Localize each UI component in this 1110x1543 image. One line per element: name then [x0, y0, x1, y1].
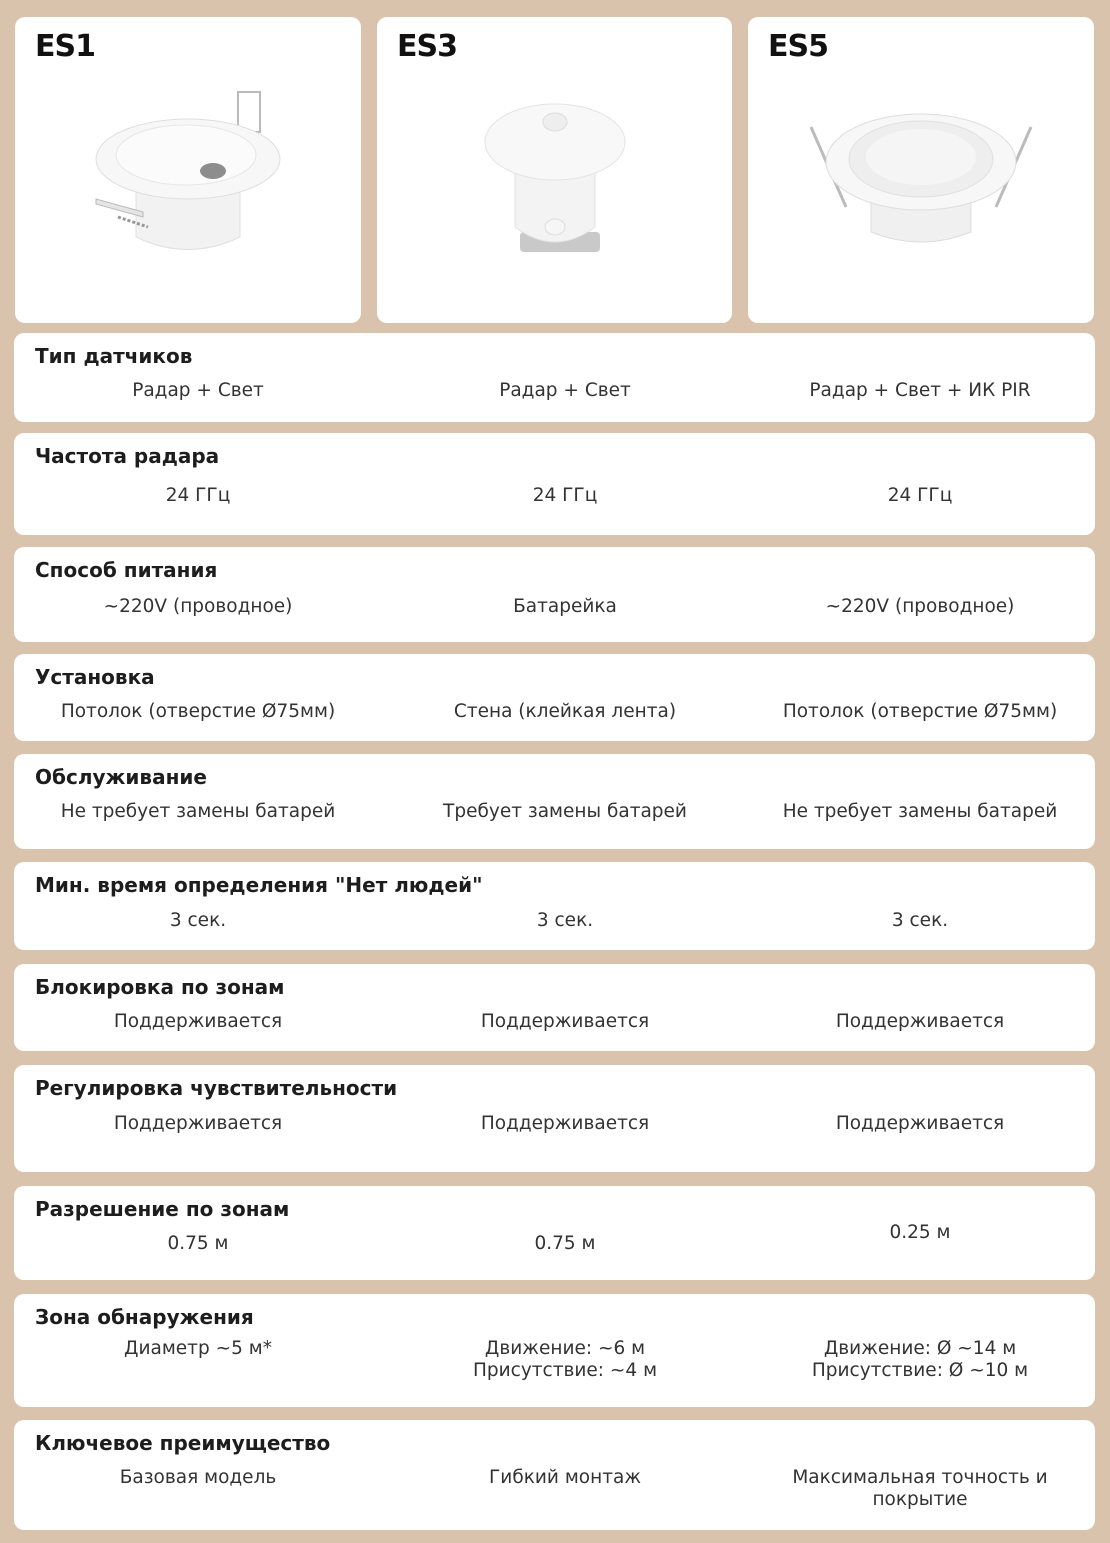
spec-value-es1: 24 ГГц [165, 485, 231, 506]
spec-row: Способ питания ~220V (проводное) Батарейка… [14, 547, 1095, 642]
spec-title: Обслуживание [35, 765, 207, 789]
product-name: ES5 [768, 29, 829, 64]
spec-value-es1: ~220V (проводное) [103, 596, 293, 617]
product-card-es5: ES5 [748, 17, 1094, 323]
spec-row: Разрешение по зонам 0.75 м 0.75 м 0.25 м [14, 1186, 1095, 1280]
spec-value-es5: Поддерживается [835, 1011, 1005, 1032]
product-card-es1: ES1 [15, 17, 361, 323]
spec-value-es5: Движение: Ø ~14 м Присутствие: Ø ~10 м [811, 1338, 1029, 1381]
spec-row: Мин. время определения "Нет людей" 3 сек.… [14, 862, 1095, 950]
spec-title: Зона обнаружения [35, 1305, 254, 1329]
product-card-es3: ES3 [377, 17, 732, 323]
spec-value-es3: Поддерживается [480, 1113, 650, 1134]
es5-sensor-image [809, 113, 1033, 243]
spec-row: Тип датчиков Радар + Свет Радар + Свет Рада… [14, 333, 1095, 422]
spec-value-es1: 0.75 м [167, 1233, 229, 1254]
spec-title: Тип датчиков [35, 344, 193, 368]
spec-value-es5: Радар + Свет + ИК PIR [809, 380, 1031, 401]
spec-value-es3: 0.75 м [534, 1233, 596, 1254]
es3-sensor-image [484, 103, 625, 252]
spec-title: Блокировка по зонам [35, 975, 285, 999]
es1-sensor-image [95, 91, 281, 250]
spec-title: Установка [35, 665, 155, 689]
spec-value-es5: Потолок (отверстие Ø75мм) [782, 701, 1058, 722]
product-name: ES3 [397, 29, 458, 64]
spec-value-es3: 3 сек. [536, 910, 594, 931]
spec-value-es3: Поддерживается [480, 1011, 650, 1032]
spec-value-es1: Радар + Свет [132, 380, 264, 401]
spec-value-es3: Радар + Свет [499, 380, 631, 401]
spec-value-es1: Базовая модель [119, 1467, 277, 1488]
spec-row: Обслуживание Не требует замены батарей Тре… [14, 754, 1095, 849]
spec-row: Установка Потолок (отверстие Ø75мм) Стена … [14, 654, 1095, 741]
spec-title: Ключевое преимущество [35, 1431, 331, 1455]
spec-value-es1: Диаметр ~5 м* [124, 1338, 272, 1359]
spec-title: Регулировка чувствительности [35, 1076, 398, 1100]
spec-title: Способ питания [35, 558, 218, 582]
spec-value-es3: Гибкий монтаж [489, 1467, 641, 1488]
product-name: ES1 [35, 29, 96, 64]
spec-value-es5: 0.25 м [889, 1222, 951, 1243]
spec-value-es5: ~220V (проводное) [825, 596, 1015, 617]
spec-row: Частота радара 24 ГГц 24 ГГц 24 ГГц [14, 433, 1095, 535]
spec-value-es1: Не требует замены батарей [60, 801, 336, 822]
spec-value-es3: Батарейка [513, 596, 617, 617]
spec-title: Разрешение по зонам [35, 1197, 290, 1221]
spec-value-es1: 3 сек. [169, 910, 227, 931]
spec-row: Блокировка по зонам Поддерживается Поддерж… [14, 964, 1095, 1051]
spec-value-es1: Поддерживается [113, 1113, 283, 1134]
spec-value-es1: Потолок (отверстие Ø75мм) [60, 701, 336, 722]
spec-title: Мин. время определения "Нет людей" [35, 873, 483, 897]
spec-value-es3: Движение: ~6 м Присутствие: ~4 м [472, 1338, 658, 1381]
spec-row: Ключевое преимущество Базовая модель Гибки… [14, 1420, 1095, 1530]
spec-row: Зона обнаружения Диаметр ~5 м* Движение: ~… [14, 1294, 1095, 1407]
spec-title: Частота радара [35, 444, 220, 468]
spec-value-es5: 3 сек. [891, 910, 949, 931]
spec-value-es3: Требует замены батарей [443, 801, 687, 822]
spec-value-es3: Стена (клейкая лента) [453, 701, 677, 722]
spec-value-es3: 24 ГГц [532, 485, 598, 506]
spec-value-es1: Поддерживается [113, 1011, 283, 1032]
spec-value-es5: 24 ГГц [887, 485, 953, 506]
spec-value-es5: Не требует замены батарей [782, 801, 1058, 822]
spec-value-es5: Максимальная точность и покрытие [792, 1467, 1048, 1510]
spec-row: Регулировка чувствительности Поддерживает… [14, 1065, 1095, 1172]
spec-value-es5: Поддерживается [835, 1113, 1005, 1134]
